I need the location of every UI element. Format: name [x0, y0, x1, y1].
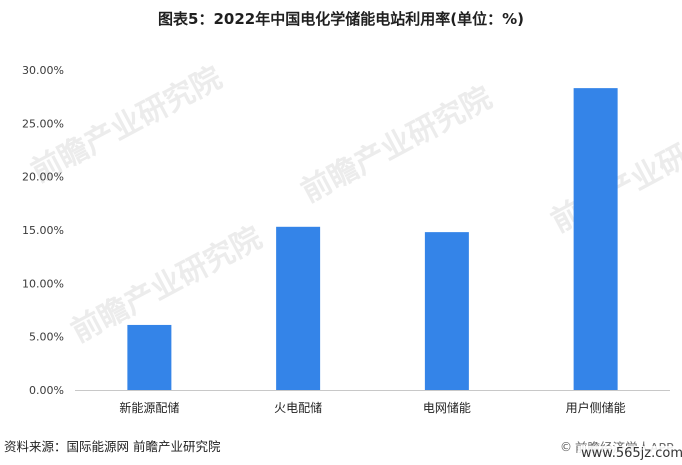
y-tick-label: 25.00% — [22, 117, 64, 130]
bar — [276, 226, 321, 390]
x-axis-categories: 新能源配储 火电配储 电网储能 用户侧储能 — [119, 400, 625, 415]
y-tick-label: 5.00% — [29, 331, 64, 344]
x-category-label: 电网储能 — [423, 400, 471, 415]
y-tick-label: 30.00% — [22, 64, 64, 77]
y-tick-label: 15.00% — [22, 224, 64, 237]
site-url: www.565jz.com — [578, 446, 682, 461]
source-note: 资料来源：国际能源网 前瞻产业研究院 — [4, 439, 221, 454]
y-tick-label: 10.00% — [22, 277, 64, 290]
bars — [127, 88, 618, 390]
x-category-label: 火电配储 — [274, 400, 322, 415]
bar — [127, 324, 172, 390]
bar — [573, 88, 618, 390]
x-category-label: 用户侧储能 — [566, 400, 626, 415]
y-tick-label: 0.00% — [29, 384, 64, 397]
copyright-icon: © — [560, 439, 572, 454]
y-axis-ticks: 0.00% 5.00% 10.00% 15.00% 20.00% 25.00% 30.00% — [22, 64, 64, 397]
y-tick-label: 20.00% — [22, 171, 64, 184]
x-category-label: 新能源配储 — [119, 400, 179, 415]
bar — [424, 232, 469, 390]
chart-title: 图表5：2022年中国电化学储能电站利用率(单位：%) — [158, 10, 524, 28]
